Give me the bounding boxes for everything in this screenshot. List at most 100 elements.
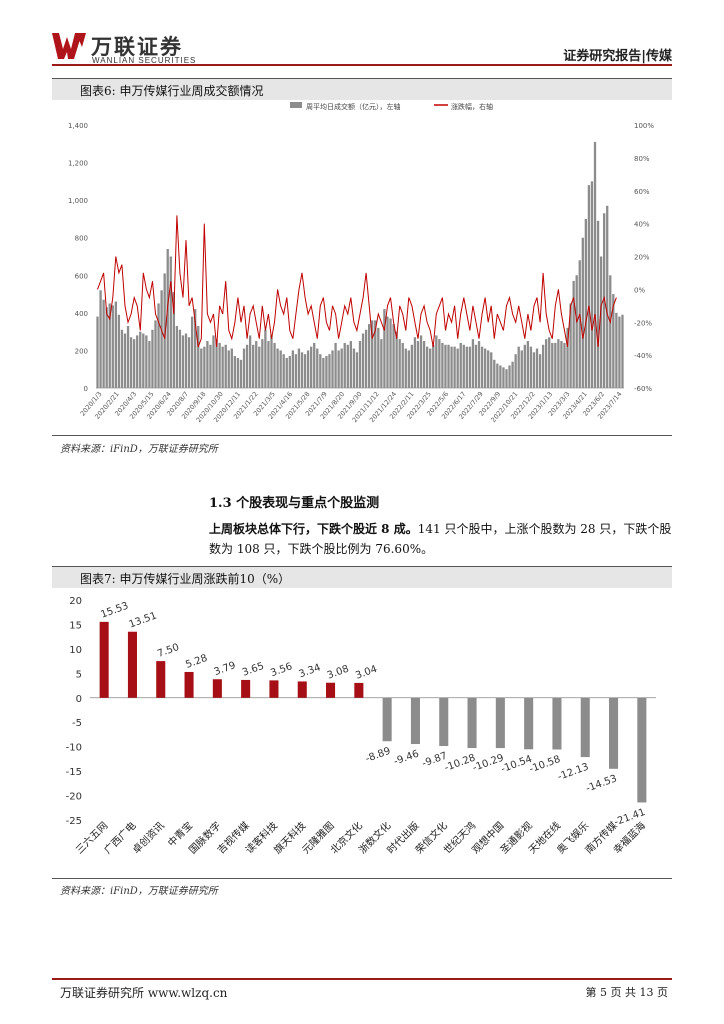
- turnover-bar: [197, 326, 200, 388]
- figure7-title: 图表7: 申万传媒行业周涨跌前10（%）: [80, 572, 291, 586]
- y-axis-tick-label: -5: [72, 718, 82, 729]
- turnover-bar: [285, 357, 288, 388]
- turnover-bar: [367, 324, 371, 388]
- turnover-bar: [352, 348, 356, 388]
- right-axis-tick-label: -60%: [634, 385, 652, 393]
- turnover-bar: [310, 346, 313, 388]
- left-axis-tick-label: 200: [75, 347, 88, 355]
- figure7-bottom-rule: [52, 878, 672, 879]
- mover-bar: [156, 661, 166, 698]
- turnover-bar: [435, 335, 438, 388]
- turnover-bar: [136, 335, 139, 388]
- turnover-bar: [331, 350, 334, 388]
- turnover-bar: [294, 354, 298, 388]
- section-paragraph: 上周板块总体下行，下跌个股近 8 成。141 只个股中，上涨个股数为 28 只，…: [209, 519, 674, 559]
- bar-value-label: 5.28: [184, 653, 209, 671]
- turnover-bar: [581, 237, 584, 388]
- bar-value-label: -9.46: [392, 749, 420, 768]
- turnover-bar: [337, 350, 340, 388]
- logo-chinese-name: 万联证券: [91, 35, 183, 59]
- turnover-bar: [441, 342, 444, 388]
- bar-value-label: -12.13: [556, 762, 590, 783]
- mover-bar: [269, 680, 279, 698]
- turnover-bar: [480, 346, 484, 388]
- bar-value-label: 3.79: [213, 660, 238, 678]
- turnover-bar: [416, 341, 420, 388]
- wanlian-logo-mark: [52, 33, 86, 59]
- left-axis-tick-label: 600: [75, 272, 88, 280]
- turnover-bar: [303, 354, 307, 388]
- turnover-bar: [203, 346, 206, 388]
- turnover-bar: [172, 292, 175, 388]
- turnover-bar: [322, 357, 325, 388]
- y-axis-tick-label: -25: [66, 816, 82, 827]
- turnover-bar: [523, 344, 526, 388]
- turnover-bar: [606, 205, 609, 388]
- mover-bar: [410, 697, 420, 745]
- turnover-bar: [603, 213, 606, 388]
- left-axis-tick-label: 800: [75, 235, 88, 243]
- right-axis-tick-label: 20%: [634, 254, 650, 262]
- turnover-bar: [184, 333, 188, 388]
- right-axis-tick-label: 40%: [634, 221, 650, 229]
- turnover-bar: [349, 341, 353, 388]
- report-category-tag: 证券研究报告|传媒: [563, 49, 672, 64]
- turnover-bar: [563, 342, 566, 388]
- turnover-bar: [209, 344, 212, 388]
- y-axis-tick-label: -20: [66, 792, 82, 803]
- turnover-bar: [291, 350, 295, 388]
- turnover-bar: [242, 348, 246, 388]
- figure6-bottom-rule: [52, 435, 672, 436]
- turnover-bar: [450, 346, 453, 388]
- mover-bar: [354, 682, 364, 698]
- turnover-bar: [490, 352, 493, 388]
- turnover-bar: [166, 248, 169, 388]
- turnover-bar: [429, 348, 432, 388]
- bar-value-label: 3.08: [326, 664, 351, 682]
- turnover-bar: [392, 324, 395, 388]
- turnover-bar: [151, 329, 154, 388]
- footer-page-number: 第 5 页 共 13 页: [585, 986, 668, 999]
- turnover-bar: [169, 256, 172, 388]
- mover-bar: [212, 679, 222, 698]
- turnover-bar: [346, 344, 349, 388]
- turnover-bar: [590, 181, 594, 388]
- turnover-bar: [343, 342, 346, 388]
- turnover-bar: [282, 354, 285, 388]
- legend-swatch-turnover: [290, 102, 302, 108]
- turnover-bar: [361, 333, 365, 388]
- turnover-bar: [245, 344, 249, 388]
- turnover-bar: [526, 341, 530, 388]
- turnover-bar: [175, 326, 179, 388]
- turnover-bar: [190, 316, 194, 388]
- footer-divider: [52, 978, 672, 980]
- turnover-bar: [111, 305, 114, 388]
- turnover-bar: [548, 337, 551, 388]
- turnover-bar: [551, 342, 554, 388]
- turnover-bar: [117, 314, 121, 388]
- turnover-bar: [194, 309, 197, 388]
- figure7-title-bar: 图表7: 申万传媒行业周涨跌前10（%）: [52, 566, 672, 588]
- turnover-bar: [273, 342, 276, 388]
- y-axis-tick-label: 10: [69, 645, 82, 656]
- turnover-bar: [374, 320, 377, 388]
- turnover-bar: [145, 335, 148, 388]
- section-heading: 1.3 个股表现与重点个股监测: [209, 496, 380, 511]
- turnover-bar: [447, 344, 450, 388]
- bar-value-label: 3.04: [354, 664, 379, 682]
- turnover-bar: [432, 344, 435, 388]
- turnover-bar: [306, 350, 310, 388]
- stock-name-label: 卓创资讯: [129, 819, 166, 856]
- mover-bar: [580, 697, 590, 758]
- mover-bar: [127, 631, 137, 698]
- turnover-bar: [233, 356, 237, 388]
- bar-value-label: -14.53: [585, 773, 619, 794]
- legend-label-turnover: 周平均日成交额（亿元），左轴: [306, 102, 401, 111]
- figure6-title: 图表6: 申万传媒行业周成交额情况: [80, 84, 264, 98]
- y-axis-tick-label: 5: [76, 669, 82, 680]
- figure7-top-movers-chart: 20151050-5-10-15-20-2515.53三六五网13.51广西广电…: [66, 596, 656, 856]
- turnover-bar: [560, 341, 563, 388]
- turnover-bar: [456, 348, 459, 388]
- mover-bar: [99, 621, 109, 698]
- turnover-bar: [511, 361, 514, 388]
